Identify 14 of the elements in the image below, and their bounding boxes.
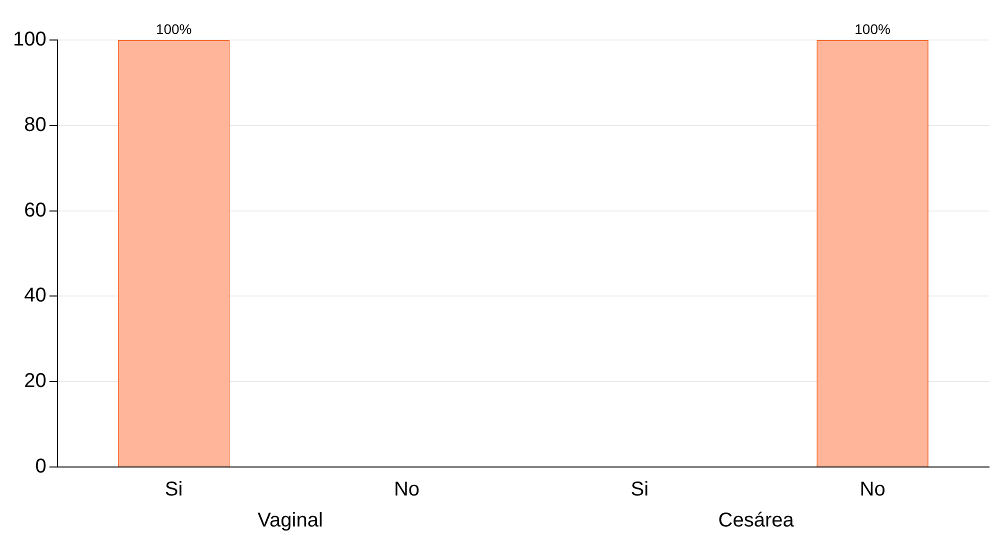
data-label: 100% xyxy=(854,20,890,37)
y-tick-label: 20 xyxy=(24,370,46,392)
data-label: 100% xyxy=(156,20,192,37)
x-tick-label: No xyxy=(394,478,420,501)
y-tick-label: 60 xyxy=(24,199,46,222)
x-tick-label: No xyxy=(860,478,886,501)
y-tick-label: 80 xyxy=(24,114,46,136)
y-tick-label: 0 xyxy=(35,456,46,478)
text: Vaginal xyxy=(258,510,323,532)
y-tick-label: 40 xyxy=(24,284,46,307)
x-tick-label: Si xyxy=(630,478,649,501)
text: Cesárea xyxy=(718,510,795,532)
y-tick-label: 100 xyxy=(12,28,46,51)
x-tick-label: Si xyxy=(164,478,183,501)
